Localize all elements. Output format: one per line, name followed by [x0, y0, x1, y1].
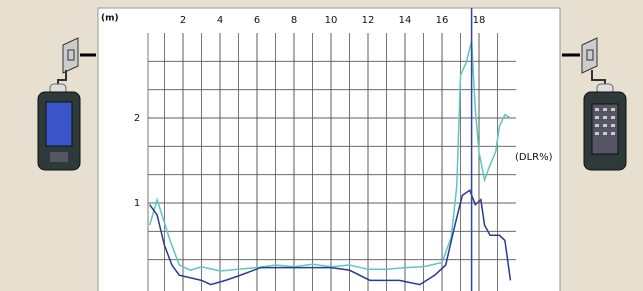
x-tick-label: 2	[180, 15, 186, 26]
y-tick-label: 1	[134, 198, 140, 209]
y-tick-label: 2	[134, 113, 140, 124]
x-tick-label: 10	[325, 15, 338, 26]
x-tick-label: 16	[436, 15, 449, 26]
tester-screen: (m) (DLR%) 2468101214161812	[0, 0, 643, 291]
x-tick-label: 18	[473, 15, 486, 26]
x-tick-label: 14	[399, 15, 412, 26]
y2-axis-label: (DLR%)	[515, 152, 553, 163]
x-tick-label: 8	[291, 15, 297, 26]
plot-panel	[98, 8, 560, 291]
x-tick-label: 12	[362, 15, 375, 26]
x-tick-label: 4	[217, 15, 223, 26]
x-axis-label: (m)	[101, 14, 119, 24]
x-tick-label: 6	[254, 15, 260, 26]
page: (m) (DLR%) 2468101214161812 (() => { con…	[0, 0, 643, 291]
